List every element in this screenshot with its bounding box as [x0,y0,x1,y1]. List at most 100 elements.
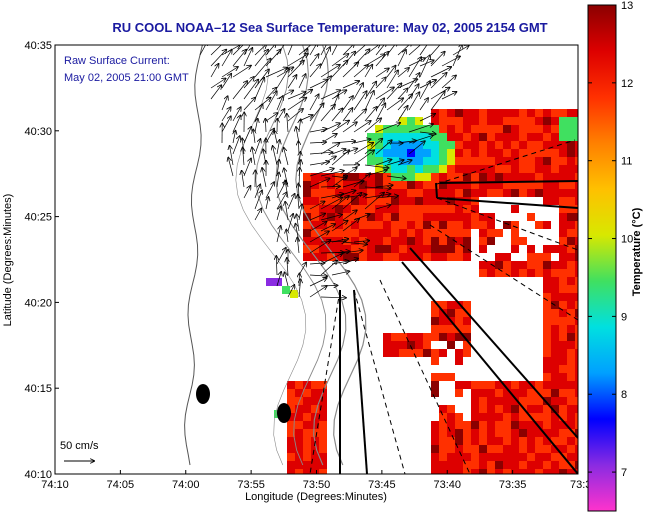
sst-cell [471,125,479,133]
y-tick-label: 40:30 [24,126,52,138]
sst-cell [439,149,447,157]
lane-centerline [353,289,406,474]
current-arrow [221,116,231,133]
current-arrow [375,87,394,100]
current-arrow [375,45,386,56]
sst-cell [447,149,455,157]
sst-cell [407,205,415,213]
sst-cell [455,181,463,189]
current-arrow [364,164,388,168]
sst-cell [351,173,359,181]
sst-cell [303,245,311,253]
sst-cell [487,213,495,221]
sst-cell [559,109,567,117]
sst-cell [455,437,463,445]
sst-cell [455,149,463,157]
sst-cell [503,461,511,469]
sst-cell [303,429,311,437]
current-arrow [309,214,325,221]
sst-cell [479,157,487,165]
sst-cell [367,181,375,189]
sst-cell [415,237,423,245]
sst-cell [511,453,519,461]
sst-cell [463,125,471,133]
sst-cell [495,413,503,421]
sst-cell [439,373,447,381]
current-arrow [331,149,345,155]
sst-cell [423,181,431,189]
chart-title: RU COOL NOAA–12 Sea Surface Temperature:… [112,20,547,35]
current-arrow [232,116,241,133]
colorbar-tick-label: 12 [621,78,633,90]
sst-cell [503,405,511,413]
current-arrow [375,78,386,89]
sst-cell [311,429,319,437]
current-arrow [320,198,342,210]
sst-cell [439,317,447,325]
sst-cell [423,253,431,261]
sst-cell [447,325,455,333]
current-arrow [419,60,434,67]
sst-cell [487,125,495,133]
sst-cell [319,381,327,389]
sst-cell [575,197,578,205]
sst-cell [295,461,303,469]
sst-cell [543,421,551,429]
sst-cell [311,205,319,213]
sst-cell [303,469,311,474]
sst-cell [455,125,463,133]
sst-cell [487,421,495,429]
sst-cell [535,125,543,133]
sst-cell [295,445,303,453]
current-arrow [386,98,403,111]
sst-cell [303,437,311,445]
sst-cell [543,253,551,261]
sst-cell [455,381,463,389]
sst-cell [559,125,567,133]
sst-cell [431,469,439,474]
sst-cell [543,133,551,141]
sst-cell [575,229,578,237]
sst-cell [447,341,455,349]
sst-cell [567,165,575,173]
sst-cell [575,157,578,165]
sst-cell [575,261,578,269]
current-arrow [233,131,236,144]
sst-cell [383,253,391,261]
sst-cell [471,413,479,421]
sst-cell [431,197,439,205]
sst-cell [383,197,391,205]
sst-cell [351,197,359,205]
sst-cell [535,181,543,189]
sst-cell [535,397,543,405]
sst-cell [407,133,415,141]
sst-cell [319,429,327,437]
current-arrow [364,194,390,199]
sst-cell [319,205,327,213]
current-arrow [210,79,226,89]
sst-cell [319,189,327,197]
sst-cell [375,149,383,157]
sst-cell [423,189,431,197]
sst-cell [527,253,535,261]
sst-cell [367,157,375,165]
sst-cell [567,397,575,405]
sst-cell [503,189,511,197]
sst-cell [503,421,511,429]
sst-cell [511,229,519,237]
sst-cell [447,109,455,117]
sst-cell [423,333,431,341]
current-arrow [265,68,287,78]
sst-cell [463,237,471,245]
current-arrow [243,48,252,67]
sst-cell [511,261,519,269]
lane-boundary [353,289,368,474]
sst-cell [423,141,431,149]
sst-cell [447,141,455,149]
current-arrow [320,156,336,166]
current-arrow [254,59,271,78]
sst-cell [503,453,511,461]
sst-cell [479,453,487,461]
sst-cell [567,445,575,453]
sst-cell [575,133,578,141]
